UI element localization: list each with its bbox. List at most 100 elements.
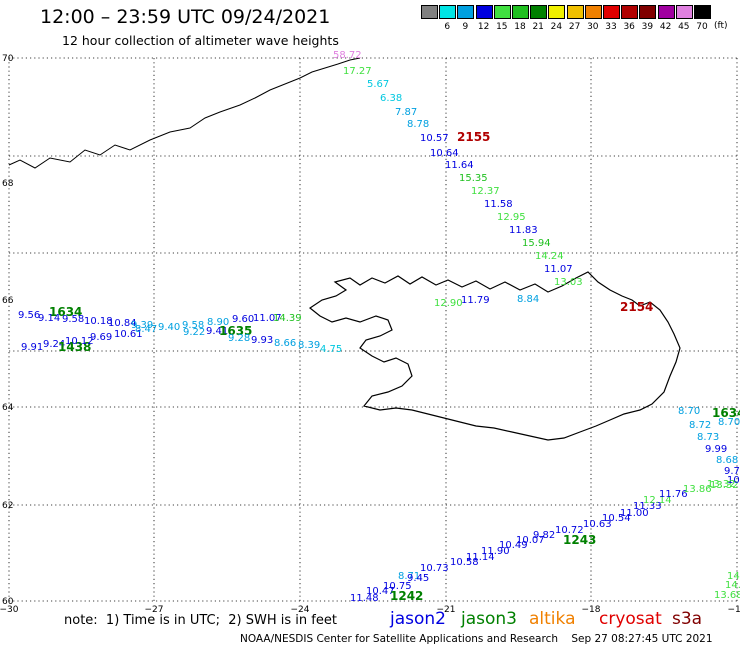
- wave-height-label: 14.39: [273, 313, 302, 324]
- wave-height-label: 9.69: [90, 332, 112, 343]
- wave-height-label: 15.94: [522, 238, 551, 249]
- scale-swatch: [694, 5, 711, 19]
- wave-height-label: 9.82: [533, 530, 555, 541]
- wave-height-label: 11.48: [350, 593, 379, 604]
- scale-swatch: [548, 5, 566, 19]
- wave-height-label: 13.03: [554, 277, 583, 288]
- wave-height-label: 12.95: [497, 212, 526, 223]
- wave-height-label: 9.39: [131, 320, 153, 331]
- wave-height-label: 9.28: [228, 333, 250, 344]
- footnote: note: 1) Time is in UTC; 2) SWH is in fe…: [64, 613, 337, 628]
- scale-label: 18: [514, 22, 526, 32]
- wave-height-label: 11.79: [461, 295, 490, 306]
- scale-label: 33: [605, 22, 617, 32]
- wave-height-label: 10.07: [516, 535, 545, 546]
- scale-swatch: [675, 5, 693, 19]
- wave-height-label: 10.73: [420, 563, 449, 574]
- wave-height-label: 10.49: [499, 540, 528, 551]
- wave-height-label: 9.60: [232, 314, 254, 325]
- wave-height-label: 12.14: [643, 495, 672, 506]
- scale-label: 27: [568, 22, 581, 32]
- track-time-label: 1635: [219, 324, 252, 338]
- wave-height-label: 8.72: [689, 420, 711, 431]
- scale-swatch: [475, 5, 493, 19]
- track-time-label: 2154: [620, 300, 653, 314]
- satellite-altika: altika: [529, 609, 576, 629]
- wave-height-label: 11.64: [445, 160, 474, 171]
- wave-height-label: 7.87: [395, 107, 417, 118]
- scale-swatch: [512, 5, 529, 19]
- scale-swatch: [421, 5, 438, 19]
- lat-label: 68: [2, 179, 14, 189]
- wave-height-label: 10.61: [114, 329, 143, 340]
- track-time-label: 2155: [457, 130, 490, 144]
- scale-swatch: [566, 5, 584, 19]
- track-time-label: 1438: [58, 340, 91, 354]
- greenland-coast: [8, 57, 361, 169]
- scale-label: 39: [641, 22, 654, 32]
- wave-height-label: 9.56: [18, 310, 40, 321]
- wave-height-label: 9.93: [251, 335, 273, 346]
- scale-label: 6: [444, 22, 451, 32]
- wave-height-label: 8.90: [207, 317, 229, 328]
- lat-label: 60: [2, 597, 14, 607]
- wave-height-label: 10.54: [602, 513, 631, 524]
- lat-label: 64: [2, 403, 14, 413]
- lon-label: −15: [728, 605, 740, 615]
- wave-height-label: 11.33: [633, 501, 662, 512]
- wave-height-label: 9.22: [183, 327, 205, 338]
- wave-height-label: 9.7: [724, 466, 740, 477]
- wave-height-label: 10.63: [583, 519, 612, 530]
- wave-height-label: 5.67: [367, 79, 389, 90]
- wave-height-label: 8.47: [135, 324, 157, 335]
- wave-height-label: 10.64: [430, 148, 459, 159]
- scale-swatch: [639, 5, 657, 19]
- satellite-jason3: jason3: [461, 609, 517, 629]
- scale-swatch: [493, 5, 511, 19]
- wave-height-label: 58.72: [333, 50, 362, 61]
- scale-swatch: [439, 5, 457, 19]
- lon-label: −27: [145, 605, 164, 615]
- scale-swatch: [584, 5, 602, 19]
- wave-height-label: 8.71: [398, 571, 420, 582]
- satellite-jason2: jason2: [390, 609, 446, 629]
- wave-height-label: 9.40: [158, 322, 180, 333]
- wave-height-label: 8.39: [298, 340, 320, 351]
- wave-height-label: 9.99: [705, 444, 727, 455]
- scale-label: 45: [678, 22, 690, 32]
- scale-label: 9: [462, 22, 469, 32]
- wave-height-label: 8.73: [697, 432, 719, 443]
- lon-label: −18: [582, 605, 601, 615]
- wave-height-label: 9.41: [206, 326, 228, 337]
- wave-height-label: 11.83: [509, 225, 538, 236]
- wave-height-label: 15.35: [459, 173, 488, 184]
- lon-label: −21: [437, 605, 456, 615]
- wave-height-label: 4.75: [320, 344, 342, 355]
- wave-height-label: 8.70: [678, 406, 700, 417]
- wave-height-label: 11.14: [466, 552, 495, 563]
- wave-height-label: 14.24: [535, 251, 564, 262]
- wave-height-label: 11.07: [544, 264, 573, 275]
- wave-height-label: 9.24: [43, 339, 65, 350]
- lat-label: 66: [2, 296, 14, 306]
- satellite-s3a: s3a: [672, 609, 703, 629]
- wave-height-label: 11.90: [481, 546, 510, 557]
- wave-height-label: 10.47: [366, 586, 395, 597]
- wave-height-label: 12.37: [471, 186, 500, 197]
- wave-height-label: 9.58: [62, 314, 84, 325]
- wave-height-label: 17.27: [343, 66, 372, 77]
- wave-height-label: 11.07: [253, 313, 282, 324]
- wave-height-label: 9.91: [21, 342, 43, 353]
- wave-height-label: 10.57: [420, 133, 449, 144]
- track-time-label: 1634: [49, 305, 82, 319]
- wave-height-label: 13.32: [710, 480, 739, 491]
- wave-height-label: 10.18: [84, 316, 113, 327]
- wave-height-label: 9.14: [38, 313, 60, 324]
- wave-height-label: 10.75: [383, 581, 412, 592]
- scale-swatch: [457, 5, 475, 19]
- lon-label: −24: [291, 605, 310, 615]
- wave-height-label: 8.84: [517, 294, 539, 305]
- wave-height-label: 6.38: [380, 93, 402, 104]
- wave-height-label: 11.76: [659, 489, 688, 500]
- wave-height-label: 13.86: [683, 484, 712, 495]
